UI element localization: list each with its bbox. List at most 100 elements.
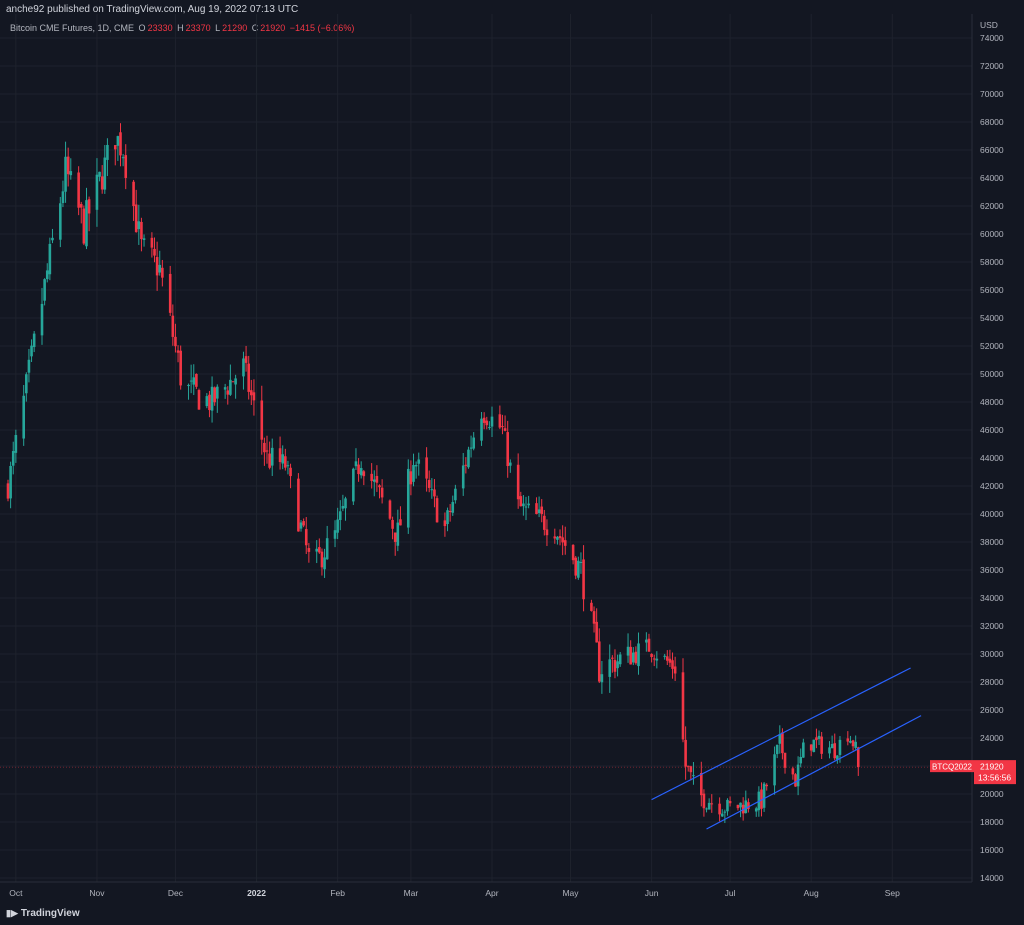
time-axis[interactable]: Oct Nov Dec 2022 Feb Mar Apr May Jun Jul Aug Sep (9, 888, 900, 898)
time-tick-label: Mar (404, 888, 419, 898)
candle-body (22, 395, 25, 439)
candle-down (668, 649, 672, 668)
price-tag-box (974, 760, 1016, 785)
time-tick-label: Jun (645, 888, 659, 898)
candle-down (320, 548, 324, 576)
candle-up (137, 204, 141, 245)
candle-body (600, 674, 604, 683)
candle-up (754, 806, 758, 817)
candle-body (399, 519, 402, 526)
candle-down (815, 728, 818, 749)
candle-body (417, 459, 421, 464)
candle-down (833, 733, 837, 761)
candle-body (720, 813, 724, 817)
candle-body (838, 739, 842, 755)
candle-body (132, 181, 135, 207)
currency-label: USD (980, 20, 998, 30)
candle-up (189, 364, 193, 394)
candle-body (467, 449, 470, 468)
candle-down (501, 414, 504, 435)
high-label: H (177, 23, 184, 33)
candle-body (192, 377, 196, 385)
candle-up (796, 756, 800, 796)
candle-up (537, 496, 541, 518)
candle-down (380, 479, 384, 504)
candle-body (284, 456, 287, 468)
candle-body (43, 279, 46, 301)
price-tag-countdown: 13:56:56 (978, 773, 1011, 783)
candle-body (378, 485, 381, 488)
candle-down (119, 123, 122, 167)
candle-body (430, 489, 434, 491)
candle-up (121, 153, 125, 167)
candle-body (77, 172, 80, 208)
candle-down (540, 499, 544, 523)
candle-up (299, 520, 303, 532)
candle-body (414, 464, 418, 467)
tradingview-logo-icon: ▮▶ (6, 908, 18, 918)
candle-body (626, 646, 630, 656)
price-tick-label: 24000 (980, 733, 1004, 743)
grid (0, 14, 973, 883)
candle-down (433, 479, 436, 508)
candle-up (215, 384, 219, 413)
price-tick-label: 72000 (980, 61, 1004, 71)
candle-body (103, 157, 107, 190)
candle-body (11, 451, 15, 466)
time-tick-label: Aug (804, 888, 819, 898)
candle-down (289, 463, 292, 489)
candle-up (352, 467, 355, 505)
candle-body (702, 793, 706, 809)
time-tick-label: Oct (9, 888, 23, 898)
candle-up (142, 234, 146, 247)
candle-down (561, 525, 564, 556)
candle-body (482, 417, 486, 423)
candle-up (412, 453, 415, 487)
candle-down (611, 655, 614, 673)
close-value: 21920 (260, 23, 286, 33)
candle-up (417, 452, 421, 476)
candle-down (443, 512, 447, 537)
price-tick-label: 70000 (980, 89, 1004, 99)
candle-down (393, 532, 397, 556)
candle-body (210, 386, 214, 411)
symbol-name[interactable]: Bitcoin CME Futures, 1D, CME (10, 23, 135, 33)
candle-up (723, 809, 727, 824)
candle-up (22, 384, 25, 446)
price-tick-label: 68000 (980, 117, 1004, 127)
tradingview-branding[interactable]: ▮▶ TradingView (6, 908, 80, 919)
candle-body (137, 221, 141, 230)
candle-up (577, 556, 580, 580)
candle-up (406, 459, 410, 534)
candle-down (302, 518, 305, 528)
candle-body (359, 468, 363, 476)
candle-up (812, 739, 816, 753)
price-axis[interactable]: USD1400016000180002000022000240002600028… (980, 20, 1004, 883)
candle-up (30, 339, 33, 362)
candle-body (435, 498, 439, 523)
candle-body (265, 450, 269, 452)
candle-body (728, 801, 732, 804)
candle-body (618, 654, 622, 665)
candle-body (270, 447, 274, 466)
candle-body (561, 537, 564, 543)
candle-body (176, 350, 180, 353)
candle-up (48, 237, 52, 281)
candle-up (325, 525, 329, 560)
candle-down (634, 646, 638, 665)
candle-body (540, 506, 544, 515)
candle-body (851, 740, 855, 747)
candle-down (765, 783, 769, 791)
candle-body (66, 156, 70, 175)
candle-up (40, 287, 44, 345)
candle-up (103, 145, 107, 194)
candle-body (765, 784, 769, 787)
candle-up (338, 500, 342, 531)
candle-body (289, 467, 292, 477)
candle-body (775, 744, 779, 755)
candle-body (263, 442, 266, 453)
candle-body (223, 387, 227, 390)
candle-body (451, 502, 455, 513)
candle-body (820, 736, 823, 754)
